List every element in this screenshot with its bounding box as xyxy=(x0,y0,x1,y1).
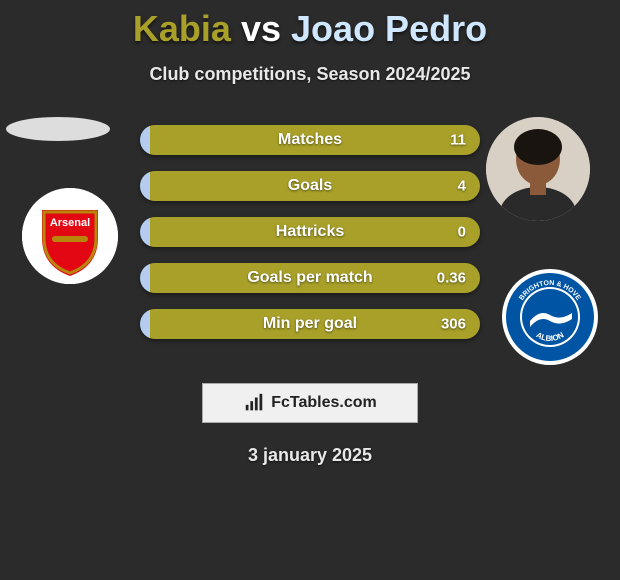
stat-row: Goals per match 0.36 xyxy=(140,263,480,293)
player2-club-badge: BRIGHTON & HOVE ALBION xyxy=(502,269,598,365)
stat-value-right: 11 xyxy=(450,132,466,149)
stat-bars: Matches 11 Goals 4 Hattricks 0 Goals per match… xyxy=(140,125,480,355)
comparison-content: Arsenal BRIGHTON & HOVE ALBION Matches11… xyxy=(0,117,620,357)
site-logo: FcTables.com xyxy=(202,383,418,423)
date-text: 3 january 2025 xyxy=(0,445,620,466)
stat-row: Goals 4 xyxy=(140,171,480,201)
player1-club-badge: Arsenal xyxy=(22,188,118,284)
stat-value-right: 0 xyxy=(458,224,466,241)
stat-label: Goals xyxy=(288,177,332,195)
stat-row: Hattricks 0 xyxy=(140,217,480,247)
svg-text:Arsenal: Arsenal xyxy=(50,217,90,229)
player2-avatar xyxy=(486,117,590,221)
stat-bar-left xyxy=(140,263,150,293)
stat-row: Min per goal 306 xyxy=(140,309,480,339)
stat-label: Goals per match xyxy=(247,269,372,287)
stat-label: Hattricks xyxy=(276,223,344,241)
player1-avatar xyxy=(6,117,110,141)
stat-row: Matches 11 xyxy=(140,125,480,155)
stat-value-right: 0.36 xyxy=(437,270,466,287)
stat-bar-left xyxy=(140,171,150,201)
subtitle: Club competitions, Season 2024/2025 xyxy=(0,64,620,85)
stat-bar-left xyxy=(140,125,150,155)
title-vs: vs xyxy=(241,8,281,49)
site-logo-text: FcTables.com xyxy=(271,394,377,412)
stat-label: Min per goal xyxy=(263,315,357,333)
barchart-icon xyxy=(243,392,265,414)
page-title: Kabia vs Joao Pedro xyxy=(0,0,620,50)
title-player1: Kabia xyxy=(133,8,231,49)
stat-value-right: 306 xyxy=(441,316,466,333)
stat-bar-left xyxy=(140,217,150,247)
stat-value-right: 4 xyxy=(458,178,466,195)
stat-bar-left xyxy=(140,309,150,339)
title-player2: Joao Pedro xyxy=(291,8,487,49)
stat-label: Matches xyxy=(278,131,342,149)
